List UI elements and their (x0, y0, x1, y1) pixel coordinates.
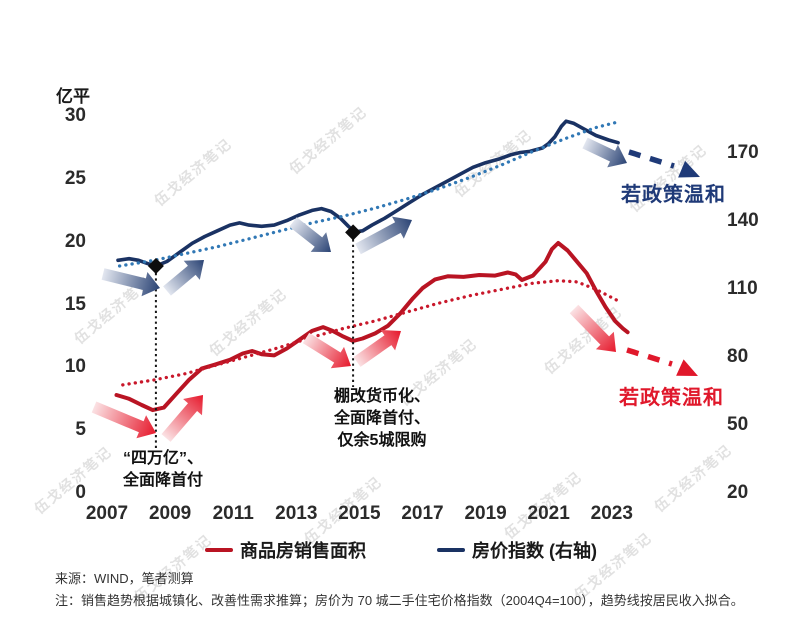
x-tick-2007: 2007 (85, 503, 129, 524)
series-3 (117, 120, 620, 268)
event-annotation-line: 全面降首付 (122, 472, 203, 489)
policy-arrow (302, 332, 351, 369)
event-annotation-line: 棚改货币化、 (333, 388, 430, 405)
y-right-tick-80: 80 (727, 345, 749, 367)
y-right-tick-170: 170 (727, 141, 759, 163)
policy-arrow (353, 330, 401, 367)
projection-label-price: 若政策温和 (621, 184, 726, 206)
y-axis-title: 亿平 (56, 87, 90, 106)
event-annotation-2009: “四万亿”、 全面降首付 (93, 448, 233, 492)
x-tick-2015: 2015 (338, 503, 381, 524)
y-left-tick-25: 25 (64, 167, 86, 189)
y-right-tick-50: 50 (727, 413, 749, 435)
x-tick-2009: 2009 (148, 503, 192, 524)
source-note: 来源：WIND，笔者测算 (55, 571, 194, 586)
x-tick-2023: 2023 (590, 503, 633, 524)
policy-arrow (582, 137, 627, 168)
price-projection-dash-head (678, 160, 700, 178)
event-annotation-line: “四万亿”、 (122, 450, 203, 467)
x-tick-2019: 2019 (464, 503, 507, 524)
legend-label-price: 房价指数 (右轴) (472, 541, 597, 561)
series-1 (121, 279, 620, 387)
event-annotation-line: 仅余5城限购 (337, 432, 427, 449)
policy-arrow (569, 304, 616, 352)
y-right-tick-20: 20 (727, 482, 749, 503)
x-tick-2013: 2013 (275, 503, 318, 524)
y-left-tick-20: 20 (64, 230, 86, 252)
legend-swatch-price (437, 548, 465, 552)
price-projection-dash (628, 149, 675, 169)
y-left-tick-0: 0 (75, 482, 86, 503)
legend-swatch-sales (205, 548, 233, 552)
policy-arrow (289, 217, 331, 252)
legend-item-price: 房价指数 (右轴) (437, 537, 597, 563)
event-diamond-marker (147, 258, 164, 274)
policy-arrow (161, 395, 203, 442)
legend-label-sales: 商品房销售面积 (240, 541, 366, 561)
y-left-tick-5: 5 (75, 419, 86, 441)
policy-arrow (355, 216, 412, 255)
projection-label-sales: 若政策温和 (619, 387, 724, 409)
x-tick-2011: 2011 (212, 503, 254, 524)
x-tick-2017: 2017 (401, 503, 444, 524)
sales-projection-dash (626, 347, 673, 367)
sales-projection-dash-head (676, 359, 698, 376)
y-right-tick-110: 110 (727, 277, 758, 299)
y-left-tick-10: 10 (64, 356, 86, 378)
series-2 (116, 119, 620, 268)
x-tick-2021: 2021 (527, 503, 570, 524)
policy-arrow (91, 401, 156, 439)
y-left-tick-30: 30 (64, 105, 86, 127)
event-diamond-marker (345, 224, 362, 241)
y-left-tick-15: 15 (64, 293, 86, 315)
y-right-tick-140: 140 (727, 209, 759, 231)
policy-arrow (163, 260, 204, 296)
legend-item-sales: 商品房销售面积 (205, 537, 366, 563)
method-note: 注：销售趋势根据城镇化、改善性需求推算；房价为 70 城二手住宅价格指数（200… (55, 593, 744, 608)
event-annotation-2015: 棚改货币化、 全面降首付、 仅余5城限购 (312, 386, 452, 452)
policy-arrow (101, 268, 160, 297)
event-annotation-line: 全面降首付、 (333, 410, 430, 427)
